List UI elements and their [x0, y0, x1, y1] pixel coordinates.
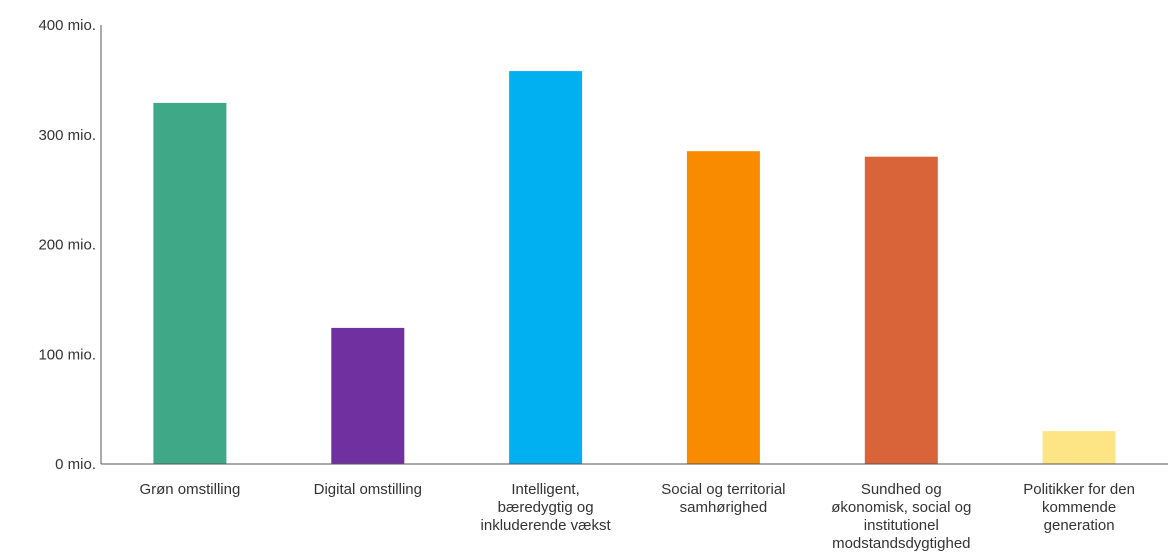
- bar: [331, 327, 405, 464]
- y-tick-label: 100 mio.: [38, 346, 96, 363]
- x-axis-category-labels: Grøn omstilling Digital omstilling Intelli…: [139, 481, 1134, 552]
- y-tick-label: 200 mio.: [38, 237, 96, 254]
- y-tick-label: 0 mio.: [55, 456, 96, 473]
- y-tick-label: 400 mio.: [38, 17, 96, 34]
- x-category-label: Grøn omstilling: [139, 481, 240, 498]
- x-category-label: Intelligent, bæredygtig og inkluderende væ…: [481, 481, 612, 534]
- x-category-label: Social og territorial samhørighed: [661, 481, 785, 516]
- bar: [509, 71, 583, 464]
- y-axis-tick-labels: 0 mio. 100 mio. 200 mio. 300 mio. 400 mio.: [38, 17, 96, 473]
- y-tick-label: 300 mio.: [38, 127, 96, 144]
- x-category-label: Digital omstilling: [314, 481, 422, 498]
- bar: [864, 156, 938, 464]
- x-category-label: Sundhed og økonomisk, social og institutio…: [831, 481, 971, 552]
- bar: [686, 151, 760, 464]
- bar: [1042, 431, 1116, 464]
- bar: [153, 102, 227, 465]
- x-category-label: Politikker for den kommende generation: [1023, 481, 1135, 534]
- bars: [153, 71, 1116, 465]
